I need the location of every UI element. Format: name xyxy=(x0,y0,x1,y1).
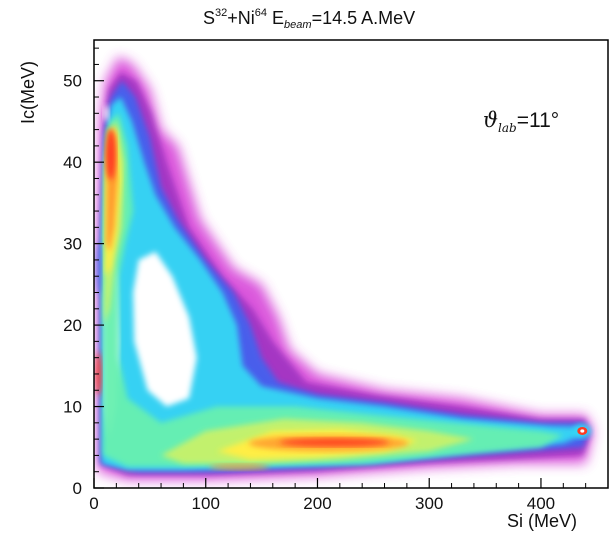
chart-title: S32+Ni64 Ebeam=14.5 A.MeV xyxy=(203,7,415,31)
density-peak-core xyxy=(580,429,585,433)
y-axis-label: Ic(MeV) xyxy=(18,61,38,124)
density-orange-low xyxy=(209,463,270,470)
density-map xyxy=(95,56,594,480)
y-tick-label: 40 xyxy=(63,153,82,172)
density-blue-left xyxy=(95,242,102,295)
y-tick-label: 50 xyxy=(63,72,82,91)
plot-frame xyxy=(93,39,609,489)
density-red-band xyxy=(279,438,390,447)
x-tick-label: 0 xyxy=(89,494,98,513)
y-tick-label: 10 xyxy=(63,398,82,417)
x-tick-label: 100 xyxy=(192,494,220,513)
density-red-top xyxy=(105,128,116,181)
y-tick-label: 30 xyxy=(63,235,82,254)
angle-annotation: ϑlab=11° xyxy=(483,108,559,135)
y-tick-label: 0 xyxy=(73,479,82,498)
x-tick-label: 400 xyxy=(527,494,555,513)
axis-ticks: 0 100 200 300 400 0 10 20 30 40 50 xyxy=(63,47,609,513)
density-white-top xyxy=(103,105,110,122)
density-green xyxy=(102,113,564,467)
x-tick-label: 200 xyxy=(303,494,331,513)
x-axis-label: Si (MeV) xyxy=(507,511,577,531)
density-cyan xyxy=(101,97,584,471)
y-tick-label: 20 xyxy=(63,316,82,335)
x-tick-label: 300 xyxy=(415,494,443,513)
density-void xyxy=(133,251,197,407)
